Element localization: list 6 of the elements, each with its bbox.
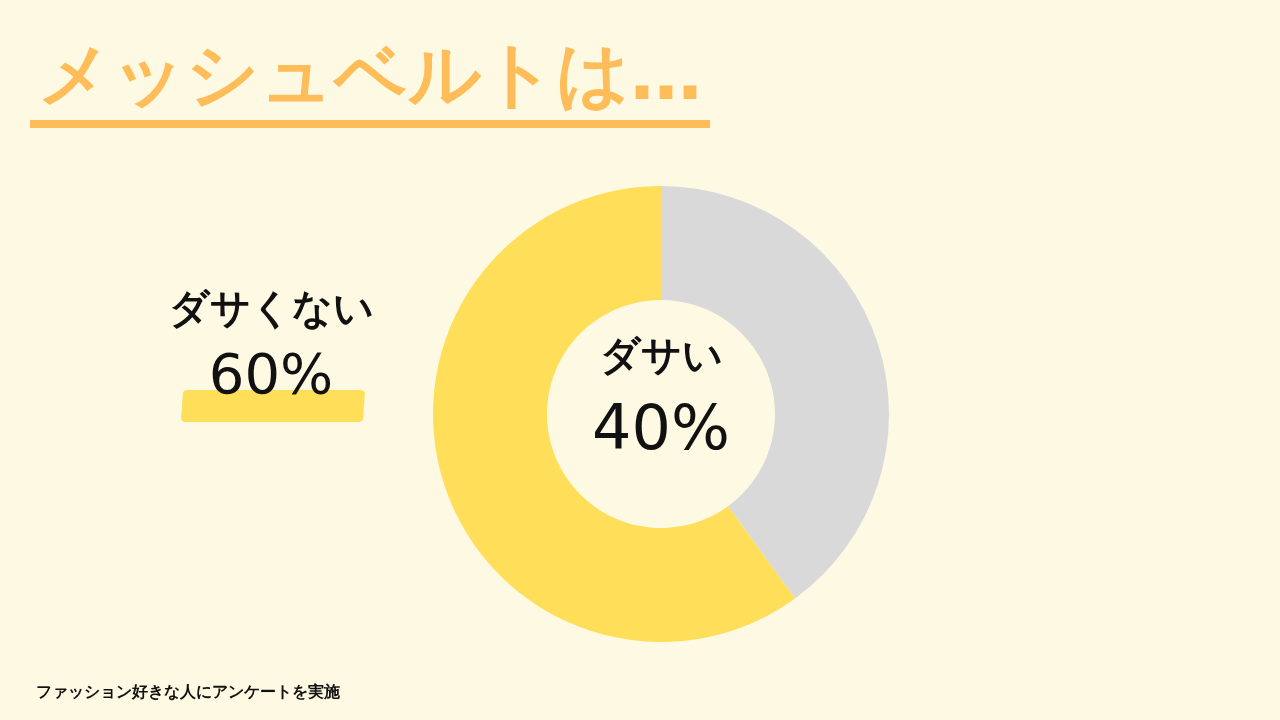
data-label: 40% — [592, 391, 730, 465]
chart-title: メッシュベルトは… — [30, 28, 710, 128]
slice-label: ダサくない — [168, 285, 374, 332]
slice-label: ダサい — [599, 332, 723, 379]
data-label: 60% — [208, 340, 334, 406]
text: ファッション好きな人にアンケートを実施 — [36, 682, 340, 703]
